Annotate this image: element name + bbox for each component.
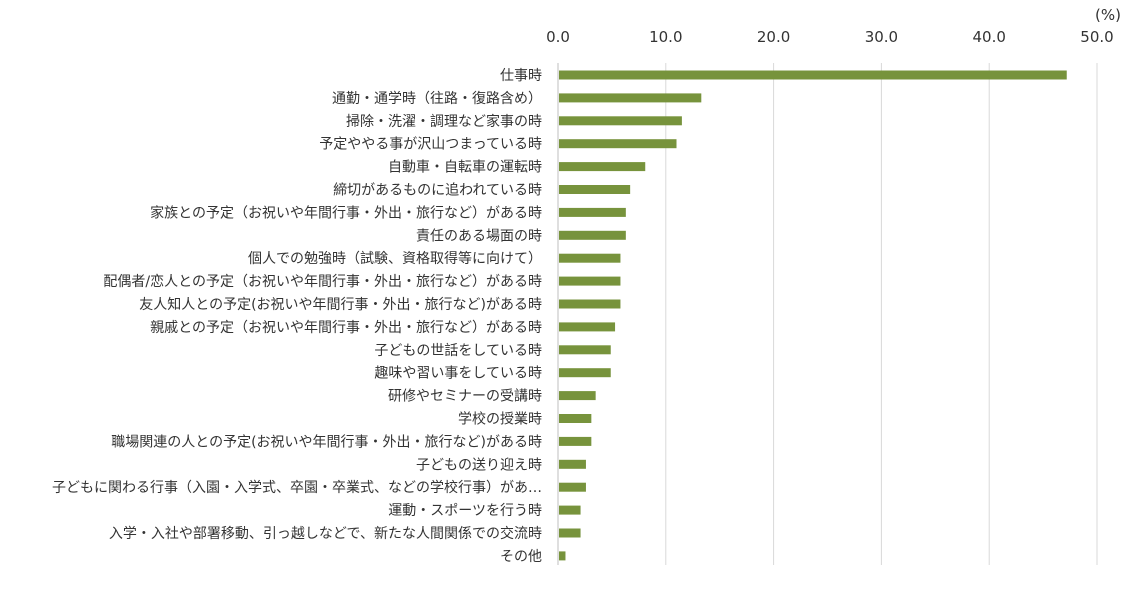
category-label: 締切があるものに追われている時 [333,182,542,199]
bar [559,528,581,538]
category-label: 趣味や習い事をしている時 [374,366,542,382]
category-label: 入学・入社や部署移動、引っ越しなどで、新たな人間関係での交流時 [109,525,542,542]
category-label: 通勤・通学時（往路・復路含め） [332,90,542,107]
x-tick-label: 10.0 [649,28,682,46]
bar [559,391,596,401]
category-label: 親戚との予定（お祝いや年間行事・外出・旅行など）がある時 [150,320,542,336]
bar [559,230,626,240]
category-label: 家族との予定（お祝いや年間行事・外出・旅行など）がある時 [150,204,542,221]
bar [559,459,586,469]
bar [559,551,566,561]
category-label: 職場関連の人との予定(お祝いや年間行事・外出・旅行など)がある時 [111,434,542,450]
category-label: 自動車・自転車の運転時 [388,159,542,176]
bar [559,207,626,217]
bar [559,70,1067,80]
bar [559,116,682,126]
unit-label: (%) [1095,6,1121,24]
bar [559,185,631,194]
bar [559,276,621,286]
category-label: 子どもの送り迎え時 [416,457,542,473]
category-label: 責任のある場面の時 [416,228,542,244]
bar [559,368,611,378]
bar [559,93,702,103]
bar [559,299,621,309]
category-label: 運動・スポーツを行う時 [388,503,542,519]
bar [559,162,646,172]
bar [559,505,581,515]
category-label: 子どもの世話をしている時 [374,342,542,359]
bar [559,253,621,263]
x-tick-label: 30.0 [865,28,898,46]
category-label: 子どもに関わる行事（入園・入学式、卒園・卒業式、などの学校行事）があ… [52,479,542,496]
category-label: 仕事時 [500,68,542,84]
bar [559,139,677,149]
category-label: その他 [500,549,542,565]
bar [559,414,592,423]
category-label: 学校の授業時 [458,411,542,428]
category-label: 個人での勉強時（試験、資格取得等に向けて） [248,250,542,267]
gridlines [665,63,1098,565]
bar [559,482,586,492]
x-tick-label: 20.0 [757,28,790,46]
category-label: 掃除・洗濯・調理など家事の時 [346,113,542,130]
x-tick-label: 40.0 [972,28,1005,46]
x-tick-label: 50.0 [1080,28,1113,46]
bar [559,345,611,355]
category-label: 予定ややる事が沢山つまっている時 [319,137,542,153]
x-tick-label: 0.0 [546,28,570,46]
bar [559,322,616,332]
category-label: 配偶者/恋人との予定（お祝いや年間行事・外出・旅行など）がある時 [103,273,542,290]
bar [559,436,592,446]
x-axis-ticks: 0.0 10.0 20.0 30.0 40.0 50.0 [546,28,1114,46]
category-label: 友人知人との予定(お祝いや年間行事・外出・旅行など)がある時 [139,296,542,313]
category-label: 研修やセミナーの受講時 [388,389,542,405]
bars [559,70,1067,561]
